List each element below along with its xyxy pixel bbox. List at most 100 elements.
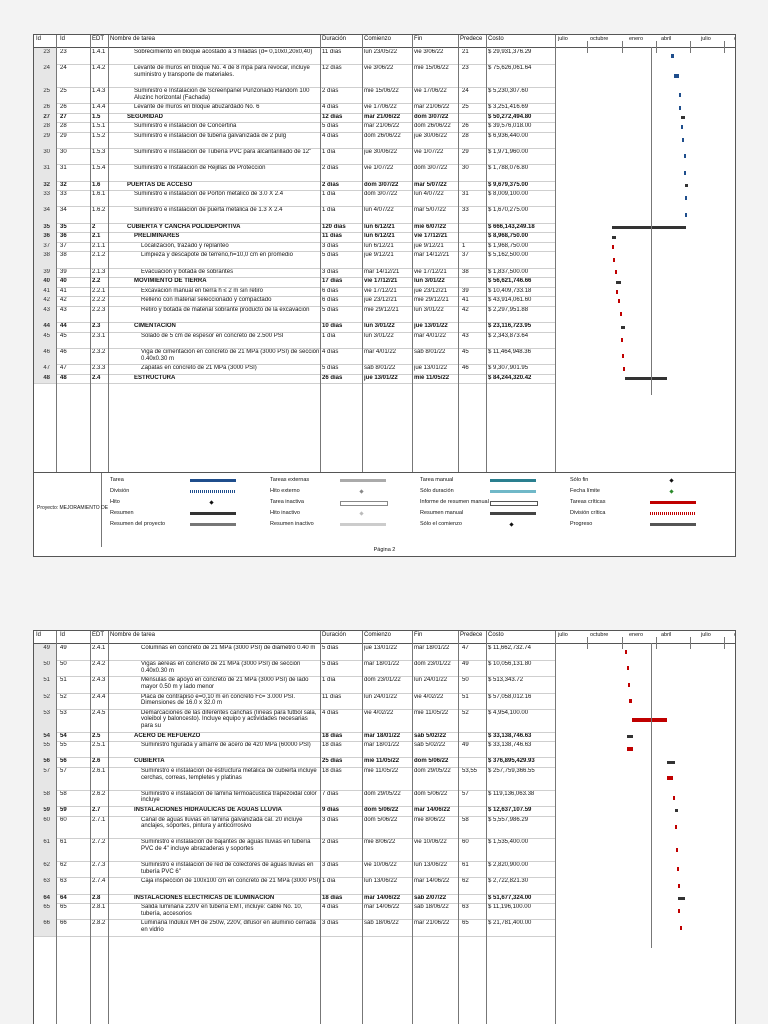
- task-predecessor: 1: [462, 242, 466, 249]
- task-finish: jue 23/12/21: [414, 287, 448, 294]
- task-id2: 47: [60, 365, 67, 372]
- task-name: CUBIERTA: [134, 758, 165, 765]
- task-id: 59: [43, 807, 50, 813]
- legend-symbol: [340, 479, 386, 482]
- task-id: 38: [43, 252, 50, 259]
- task-name: Localización, trazado y replanteo: [141, 242, 229, 249]
- task-name: Suministro e instalación de red de colec…: [141, 862, 314, 875]
- task-id2: 29: [60, 133, 67, 139]
- task-id: 57: [43, 768, 50, 774]
- task-start: lun 6/12/21: [364, 223, 395, 230]
- gantt-guide-line: [651, 47, 652, 396]
- task-start: jue 13/01/22: [364, 645, 398, 651]
- task-edt: 1.5.1: [92, 123, 106, 130]
- task-id: 26: [43, 104, 50, 111]
- task-name: Zapatas en concreto de 21 MPa (3000 PSI): [141, 365, 257, 372]
- task-edt: 2.2.3: [92, 307, 106, 313]
- task-id2: 51: [60, 677, 67, 684]
- task-predecessor: 52: [462, 709, 469, 716]
- legend-symbol: [190, 479, 236, 482]
- task-id: 35: [43, 223, 50, 230]
- task-finish: mar 21/06/22: [414, 920, 450, 927]
- task-name: Luminaria Indulux MH de 250w, 220V, difu…: [141, 920, 316, 933]
- task-name: Retiro y botada de material sobrante pro…: [141, 307, 310, 313]
- task-name: Levante de muros en bloque abuzardado No…: [134, 104, 260, 111]
- header-id: Id: [36, 36, 42, 42]
- task-id2: 50: [60, 661, 67, 668]
- task-name: Suministro e Instalacion de Screenpanel …: [134, 88, 310, 101]
- task-duration: 2 días: [322, 165, 339, 172]
- legend-symbol: [669, 478, 674, 483]
- task-id2: 36: [60, 233, 67, 240]
- task-predecessor: 21: [462, 49, 469, 55]
- task-finish: dom 3/07/22: [414, 113, 449, 120]
- task-duration: 1 día: [322, 677, 336, 684]
- task-id2: 33: [60, 191, 67, 198]
- task-duration: 2 días: [322, 839, 339, 846]
- task-start: vie 10/06/22: [364, 862, 397, 869]
- table-row: 66 66 2.8.2 Luminaria Indulux MH de 250w, 2…: [34, 919, 531, 935]
- task-bar: [678, 93, 681, 98]
- task-predecessor: 26: [462, 123, 469, 130]
- header-pred: Predece: [460, 632, 483, 638]
- task-duration: 1 día: [322, 149, 336, 156]
- task-edt: 1.6.2: [92, 207, 106, 214]
- task-duration: 3 días: [322, 268, 339, 275]
- task-bar: [611, 244, 614, 249]
- task-id2: 39: [60, 268, 67, 275]
- task-start: mar 14/06/22: [364, 904, 400, 911]
- task-edt: 1.5.2: [92, 133, 106, 139]
- task-finish: jue 30/06/22: [414, 133, 448, 139]
- task-id: 42: [43, 297, 50, 304]
- task-finish: sáb 5/02/22: [414, 742, 446, 749]
- task-bar: [628, 698, 633, 703]
- task-duration: 3 días: [322, 862, 339, 869]
- task-edt: 1.4.4: [92, 104, 106, 111]
- task-duration: 2 días: [322, 88, 339, 94]
- task-start: mar 14/06/22: [364, 894, 401, 901]
- task-cost: $ 4,954,100.00: [488, 709, 529, 716]
- task-finish: vie 1/07/22: [414, 149, 444, 156]
- task-finish: sáb 18/06/22: [414, 904, 449, 911]
- legend-label: Tarea inactiva: [270, 499, 304, 505]
- legend-label: Sólo el comienzo: [420, 521, 462, 527]
- task-start: vie 3/06/22: [364, 65, 394, 72]
- task-finish: jue 13/01/22: [414, 365, 448, 372]
- task-finish: vie 17/12/21: [414, 233, 448, 240]
- task-edt: 2.1: [92, 233, 101, 240]
- task-name: Placa de contrapiso e=0,10 m en concreto…: [141, 693, 296, 707]
- table-row: 58 58 2.6.2 Suministro e instalación de lám…: [34, 790, 534, 806]
- task-id2: 37: [60, 242, 67, 249]
- task-edt: 1.5.4: [92, 165, 106, 172]
- task-name: Canal de aguas lluvias en lámina galvani…: [141, 816, 303, 830]
- task-id2: 27: [60, 113, 67, 120]
- task-id2: 34: [60, 207, 67, 214]
- task-bar: [679, 106, 682, 110]
- task-edt: 2.7.1: [92, 816, 106, 823]
- task-cost: $ 8,968,750.00: [488, 233, 529, 240]
- table-row: 38 38 2.1.2 Limpieza y descapote de terreno…: [34, 251, 528, 267]
- table-row: 41 41 2.2.1 Excavación manual en tierra h ≤…: [34, 287, 531, 297]
- task-bar: [628, 682, 631, 687]
- task-finish: mar 14/06/22: [414, 878, 450, 885]
- task-cost: $ 84,244,320.42: [488, 374, 532, 381]
- task-cost: $ 2,343,873.64: [488, 332, 529, 339]
- task-bar: [679, 925, 682, 930]
- header-edt: EDT: [92, 36, 104, 42]
- task-bar: [619, 312, 622, 317]
- table-row: 45 45 2.3.1 Solado de 5 cm de espesor en co…: [34, 332, 528, 348]
- task-start: vie 4/02/22: [364, 709, 394, 716]
- task-start: dom 5/06/22: [364, 807, 399, 813]
- task-bar: [621, 337, 624, 342]
- task-duration: 11 días: [322, 233, 343, 240]
- task-finish: jue 9/12/21: [414, 242, 444, 249]
- task-start: dom 29/05/22: [364, 790, 401, 797]
- task-start: dom 23/01/22: [364, 677, 401, 684]
- task-edt: 2.8.2: [92, 920, 106, 927]
- task-id: 33: [43, 191, 50, 198]
- task-duration: 4 días: [322, 104, 339, 111]
- task-id2: 53: [60, 709, 67, 716]
- task-bar: [624, 650, 627, 655]
- task-name: INSTALACIONES ELECTRICAS DE ILUMINACION: [134, 894, 275, 901]
- task-predecessor: 51: [462, 693, 469, 700]
